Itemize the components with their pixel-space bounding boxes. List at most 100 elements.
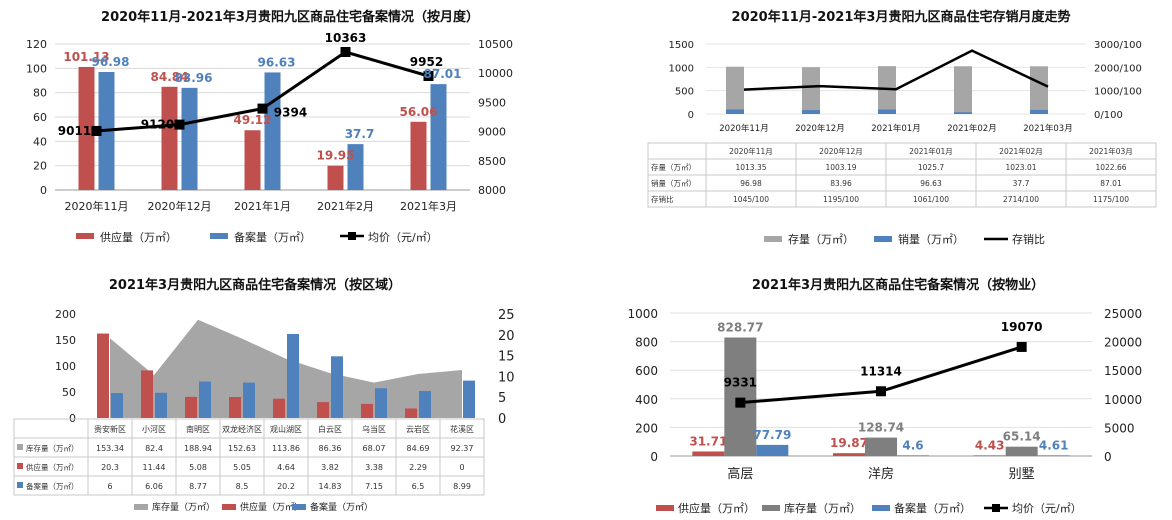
table-cell: 1061/100	[913, 195, 949, 204]
y-left-tick: 40	[33, 135, 47, 148]
legend-swatch-filed	[292, 504, 306, 510]
chart-title: 2020年11月-2021年3月贵阳九区商品住宅存销月度走势	[732, 9, 1071, 25]
bar-filed	[897, 455, 929, 456]
bar-sales	[1030, 109, 1048, 114]
bar-filed	[347, 144, 364, 190]
bar-filed	[430, 84, 447, 190]
table-cell: 96.98	[740, 179, 762, 188]
y-right-tick: 2000/100	[1094, 63, 1142, 74]
table-header-cell: 2021年03月	[1089, 146, 1133, 156]
table-cell: 2.29	[409, 463, 427, 472]
legend-swatch-stock	[762, 505, 780, 511]
data-label-filed: 4.6	[902, 438, 923, 452]
bar-supply	[692, 451, 725, 456]
y-right-tick: 20	[498, 329, 515, 344]
y-right-tick: 25	[498, 308, 515, 323]
bar-stock	[1005, 446, 1038, 456]
y-left-tick: 50	[62, 386, 76, 399]
y-right-tick: 1000/100	[1094, 87, 1142, 98]
x-tick: 双龙经济区	[222, 424, 262, 434]
legend: 存量（万㎡） 销量（万㎡） 存销比	[764, 232, 1045, 246]
chart-stock-sales-trend: 2020年11月-2021年3月贵阳九区商品住宅存销月度走势 0 500 1000 1…	[647, 9, 1157, 246]
y-left-tick: 0	[40, 184, 47, 197]
legend-label-price: 均价（元/㎡）	[1012, 502, 1082, 515]
chart-by-district: 2021年3月贵阳九区商品住宅备案情况（按区域） 0 50 100 150 200 0 5 1…	[13, 277, 515, 513]
table-header-cell: 2020年12月	[819, 146, 863, 156]
y-right-tick: 10000	[478, 67, 513, 80]
y-left-tick: 100	[26, 62, 47, 75]
x-tick: 2021年1月	[234, 199, 291, 213]
price-marker	[1016, 341, 1027, 352]
bar-filed	[331, 356, 343, 418]
data-label-supply: 84.84	[151, 70, 189, 84]
line-ratio	[743, 49, 1049, 91]
table-header-cell: 2021年01月	[909, 146, 953, 156]
bar-filed	[1037, 455, 1070, 456]
table-cell: 92.37	[451, 444, 474, 453]
table-cell: 6.5	[412, 482, 425, 491]
bar-supply	[327, 165, 344, 190]
table-cell: 1045/100	[733, 195, 769, 204]
bar-filed	[155, 392, 167, 418]
y-right-tick: 0	[1104, 450, 1112, 464]
legend-swatch-sales	[874, 236, 892, 242]
y-left-tick: 200	[635, 421, 658, 435]
y-left-tick: 100	[55, 360, 76, 373]
table-row-swatch	[17, 482, 23, 488]
legend-swatch-supply	[76, 233, 94, 239]
data-label-price: 9011	[58, 124, 91, 138]
data-label-supply: 4.43	[975, 438, 1005, 452]
y-left-tick: 120	[26, 38, 47, 51]
table-cell: 1022.66	[1095, 163, 1126, 172]
data-label-filed: 37.7	[345, 127, 375, 141]
data-label-supply: 19.87	[830, 436, 868, 450]
data-label-price: 9952	[410, 55, 443, 69]
legend-label-supply: 供应量（万㎡）	[678, 501, 755, 515]
bar-filed	[287, 333, 299, 418]
y-right-tick: 8000	[478, 184, 506, 197]
legend-swatch-filed	[872, 505, 890, 511]
table-cell: 153.34	[96, 444, 124, 453]
y-left-tick: 200	[55, 308, 76, 321]
table-row-label: 备案量（万㎡）	[26, 481, 79, 491]
table-cell: 0	[459, 463, 464, 472]
y-left-tick: 1000	[627, 307, 658, 321]
y-right-tick: 20000	[1104, 336, 1142, 350]
table-cell: 8.77	[189, 482, 207, 491]
bar-supply	[361, 403, 373, 418]
data-label-supply: 101.13	[63, 50, 109, 64]
legend-label-filed: 备案量（万㎡）	[234, 230, 311, 244]
legend-label-filed: 备案量（万㎡）	[310, 501, 373, 513]
bar-stock	[865, 437, 897, 456]
table-cell: 68.07	[363, 444, 386, 453]
bar-stock	[1030, 66, 1048, 114]
table-cell: 83.96	[830, 179, 852, 188]
data-label-filed: 96.63	[258, 55, 296, 69]
table-cell: 14.83	[319, 482, 342, 491]
data-label-supply: 49.12	[234, 113, 272, 127]
y-right-tick: 10500	[478, 38, 513, 51]
table-cell: 1013.35	[735, 163, 766, 172]
y-right-tick: 15	[498, 350, 515, 365]
table-cell: 87.01	[1100, 179, 1122, 188]
data-label-price: 9331	[724, 376, 757, 390]
chart-title: 2021年3月贵阳九区商品住宅备案情况（按区域）	[109, 277, 401, 293]
price-marker	[876, 386, 886, 397]
table-cell: 37.7	[1013, 179, 1030, 188]
table-cell: 1003.19	[825, 163, 856, 172]
x-tick: 花溪区	[450, 424, 474, 434]
bar-supply	[141, 370, 153, 418]
table-cell: 2714/100	[1003, 195, 1039, 204]
y-right-tick: 8500	[478, 155, 506, 168]
x-tick: 白云区	[318, 424, 342, 434]
bar-filed	[199, 381, 211, 418]
x-tick: 2020年12月	[795, 123, 844, 134]
table-cell: 1175/100	[1093, 195, 1129, 204]
bar-supply	[317, 402, 329, 418]
legend-label-filed: 备案量（万㎡）	[894, 501, 971, 515]
legend-swatch-stock	[134, 504, 148, 510]
table-cell: 113.86	[272, 444, 300, 453]
price-marker	[257, 103, 268, 114]
y-left-tick: 500	[675, 87, 694, 98]
data-label-price: 19070	[1001, 320, 1043, 334]
